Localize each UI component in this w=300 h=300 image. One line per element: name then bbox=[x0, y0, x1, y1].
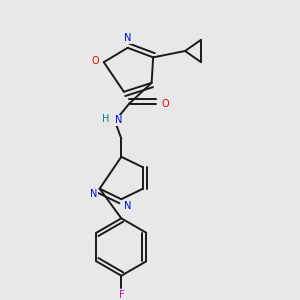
Text: N: N bbox=[115, 116, 122, 125]
Text: F: F bbox=[118, 290, 124, 300]
Text: N: N bbox=[124, 33, 131, 43]
Text: N: N bbox=[124, 201, 131, 211]
Text: O: O bbox=[161, 99, 169, 109]
Text: N: N bbox=[90, 189, 97, 200]
Text: H: H bbox=[102, 114, 110, 124]
Text: O: O bbox=[91, 56, 99, 66]
